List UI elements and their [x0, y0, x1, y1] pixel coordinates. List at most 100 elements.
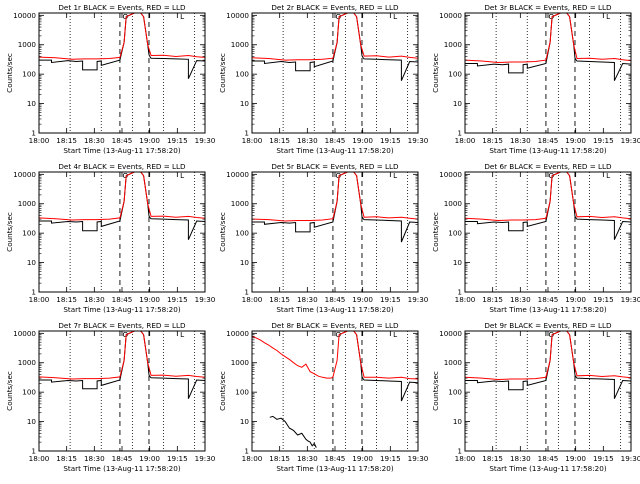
x-tick-label: 18:15 [269, 454, 290, 463]
x-tick-label: 19:00 [139, 454, 160, 463]
x-tick-label: 18:00 [455, 454, 476, 463]
y-axis-label: Counts/sec [218, 212, 227, 252]
marker-label-l: L [606, 171, 610, 180]
x-tick-label: 18:30 [510, 295, 531, 304]
x-tick-label: 18:15 [269, 136, 290, 145]
y-tick-label: 1 [244, 288, 249, 297]
x-tick-label: 19:15 [380, 136, 401, 145]
marker-label-l: L [606, 12, 610, 21]
x-tick-label: 19:30 [621, 454, 640, 463]
x-axis-label: Start Time (13-Aug-11 17:58:20) [489, 464, 606, 473]
y-axis-label: Counts/sec [218, 53, 227, 93]
x-tick-label: 18:30 [510, 454, 531, 463]
x-tick-label: 18:00 [455, 295, 476, 304]
x-tick-label: 19:15 [380, 295, 401, 304]
panel-title: Det 6r BLACK = Events, RED = LLD [484, 162, 612, 171]
y-tick-label: 100 [235, 229, 249, 238]
events-series-line [338, 331, 418, 402]
panel-title: Det 2r BLACK = Events, RED = LLD [271, 3, 399, 12]
y-tick-label: 10000 [13, 11, 36, 20]
events-series-line [465, 331, 631, 399]
x-tick-label: 18:15 [56, 136, 77, 145]
x-tick-label: 18:45 [112, 295, 133, 304]
y-axis-label: Counts/sec [431, 212, 440, 252]
y-tick-label: 100 [235, 70, 249, 79]
x-tick-label: 18:30 [510, 136, 531, 145]
y-tick-label: 1 [31, 447, 36, 456]
marker-label-l: L [606, 330, 610, 339]
events-series-line [269, 415, 317, 448]
x-tick-label: 18:00 [29, 454, 50, 463]
panel-title: Det 9r BLACK = Events, RED = LLD [484, 321, 612, 330]
x-axis-label: Start Time (13-Aug-11 17:58:20) [63, 305, 180, 314]
y-tick-label: 10 [27, 99, 37, 108]
lld-series-line [39, 331, 205, 380]
marker-label-o: O [335, 330, 341, 339]
x-tick-label: 18:15 [269, 295, 290, 304]
y-tick-label: 10 [453, 99, 463, 108]
events-series-line [252, 172, 418, 243]
x-axis-label: Start Time (13-Aug-11 17:58:20) [63, 146, 180, 155]
x-tick-label: 18:30 [84, 454, 105, 463]
x-tick-label: 18:15 [56, 454, 77, 463]
y-tick-label: 10000 [439, 329, 462, 338]
y-tick-label: 1000 [18, 199, 37, 208]
y-tick-label: 1 [457, 129, 462, 138]
marker-label-l: L [393, 171, 397, 180]
lld-series-line [252, 331, 418, 380]
y-tick-label: 10 [240, 417, 250, 426]
panel-title: Det 1r BLACK = Events, RED = LLD [58, 3, 186, 12]
x-tick-label: 18:30 [297, 136, 318, 145]
y-tick-label: 1000 [444, 40, 463, 49]
y-tick-label: 100 [22, 70, 36, 79]
marker-label-o: O [548, 12, 554, 21]
lld-series-line [39, 13, 205, 60]
x-tick-label: 18:30 [84, 295, 105, 304]
y-tick-label: 1000 [231, 358, 250, 367]
lld-series-line [39, 172, 205, 221]
y-tick-label: 100 [448, 229, 462, 238]
x-tick-label: 19:00 [352, 295, 373, 304]
panel-title: Det 7r BLACK = Events, RED = LLD [58, 321, 186, 330]
x-tick-label: 18:00 [455, 136, 476, 145]
x-tick-label: 18:00 [242, 454, 263, 463]
x-axis-label: Start Time (13-Aug-11 17:58:20) [276, 464, 393, 473]
x-tick-label: 18:30 [297, 295, 318, 304]
y-tick-label: 10 [453, 417, 463, 426]
x-tick-label: 18:15 [482, 136, 503, 145]
x-tick-label: 18:30 [84, 136, 105, 145]
panel-title: Det 5r BLACK = Events, RED = LLD [271, 162, 399, 171]
x-tick-label: 19:15 [380, 454, 401, 463]
plot-frame [251, 12, 419, 134]
y-tick-label: 1000 [231, 40, 250, 49]
x-tick-label: 19:15 [593, 454, 614, 463]
x-axis-label: Start Time (13-Aug-11 17:58:20) [63, 464, 180, 473]
y-tick-label: 1 [31, 288, 36, 297]
y-tick-label: 10 [240, 99, 250, 108]
plot-frame [464, 330, 632, 452]
y-axis-label: Counts/sec [5, 212, 14, 252]
x-axis-label: Start Time (13-Aug-11 17:58:20) [489, 305, 606, 314]
x-tick-label: 19:00 [352, 136, 373, 145]
x-tick-label: 19:00 [352, 454, 373, 463]
x-tick-label: 18:15 [56, 295, 77, 304]
x-tick-label: 19:30 [621, 136, 640, 145]
y-tick-label: 1 [457, 447, 462, 456]
x-tick-label: 18:00 [242, 295, 263, 304]
y-tick-label: 10 [27, 417, 37, 426]
x-tick-label: 19:30 [621, 295, 640, 304]
x-tick-label: 19:30 [408, 136, 429, 145]
y-tick-label: 1 [457, 288, 462, 297]
x-tick-label: 18:45 [112, 136, 133, 145]
y-axis-label: Counts/sec [431, 53, 440, 93]
y-tick-label: 10 [453, 258, 463, 267]
y-tick-label: 1 [244, 129, 249, 138]
marker-label-o: O [122, 171, 128, 180]
